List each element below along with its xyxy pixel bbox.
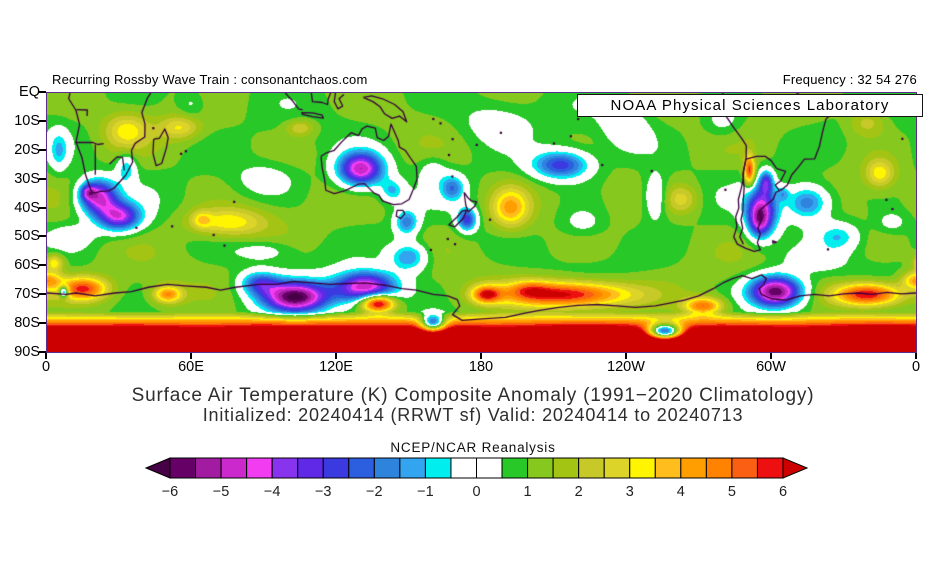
lon-tick [480, 353, 482, 359]
plot-subtitle: Initialized: 20240414 (RRWT sf) Valid: 2… [202, 405, 744, 425]
colorbar-cell [271, 457, 299, 479]
colorbar-cell [195, 457, 222, 479]
lon-tick [190, 353, 192, 359]
lat-tick [39, 119, 46, 122]
colorbar-tick-label: 5 [728, 484, 736, 500]
lat-tick [39, 264, 46, 267]
lat-tick-label: 70S [14, 286, 40, 303]
colorbar-tick-label: 2 [575, 484, 583, 500]
colorbar-arrow-right [782, 457, 809, 479]
lon-tick [915, 353, 917, 359]
lat-tick-label: 90S [14, 344, 40, 360]
lat-tick-label: 10S [14, 112, 40, 129]
colorbar-tick-label: −3 [315, 484, 332, 500]
colorbar-cell [731, 457, 758, 479]
colorbar-arrow-left [144, 457, 171, 479]
colorbar-cell [348, 457, 375, 479]
colorbar-cell [322, 457, 350, 479]
colorbar-cell [169, 457, 197, 479]
noaa-psl-label: NOAA Physical Sciences Laboratory [610, 97, 890, 114]
colorbar-cell [756, 457, 784, 479]
frequency-text: Frequency : 32 54 276 [782, 72, 917, 87]
colorbar-cell [501, 457, 529, 479]
colorbar-svg: −6 −5 −4 −3 −2 −1 0 1 2 3 4 5 6 [144, 457, 809, 500]
colorbar-cell [527, 457, 554, 479]
lon-tick [770, 353, 772, 359]
noaa-psl-watermark-box: NOAA Physical Sciences Laboratory [577, 94, 923, 117]
lon-tick [45, 353, 47, 359]
lat-tick [39, 293, 46, 296]
colorbar-cell [603, 457, 631, 479]
colorbar-cell [654, 457, 682, 479]
plot-title: Surface Air Temperature (K) Composite An… [131, 385, 815, 406]
lat-tick [39, 148, 46, 151]
colorbar-tick-label: 4 [677, 484, 685, 500]
lat-tick [39, 206, 46, 209]
colorbar: −6 −5 −4 −3 −2 −1 0 1 2 3 4 5 6 [140, 454, 830, 507]
lat-tick-label: 80S [14, 315, 40, 332]
lon-tick-label: 0 [41, 359, 51, 375]
lon-tick [625, 353, 627, 359]
colorbar-tick-label: 3 [626, 484, 634, 500]
lon-tick-label: 120W [607, 359, 645, 375]
lat-tick [39, 322, 46, 325]
colorbar-tick-label: 1 [524, 484, 532, 500]
anomaly-field-canvas [47, 93, 916, 352]
lat-tick-label: 50S [14, 228, 40, 245]
colorbar-cell [705, 457, 733, 479]
colorbar-source-label: NCEP/NCAR Reanalysis [390, 440, 556, 455]
lon-tick-label: 120E [319, 359, 353, 375]
lat-tick-label: 30S [14, 170, 40, 187]
lat-tick-label: 60S [14, 257, 40, 274]
lon-tick-label: 60W [756, 359, 786, 375]
lon-tick [335, 353, 337, 359]
colorbar-tick-label: −6 [162, 484, 179, 500]
colorbar-tick-label: 0 [472, 484, 480, 500]
lat-tick [39, 177, 46, 180]
colorbar-tick-label: −1 [417, 484, 434, 500]
credit-text: Recurring Rossby Wave Train : consonantc… [52, 72, 368, 87]
lat-tick [39, 91, 46, 93]
colorbar-cell [297, 457, 324, 479]
lon-tick-label: 180 [468, 359, 494, 375]
colorbar-tick-label: −5 [213, 484, 230, 500]
colorbar-cell [220, 457, 248, 479]
lat-tick-label: 20S [14, 141, 40, 158]
colorbar-cell [578, 457, 605, 479]
lat-tick-label: 40S [14, 199, 40, 216]
colorbar-cell [399, 457, 426, 479]
colorbar-cell [680, 457, 707, 479]
colorbar-cell [246, 457, 273, 479]
colorbar-tick-label: −2 [366, 484, 383, 500]
lon-tick-label: 60E [178, 359, 204, 375]
map-plot-area: NOAA Physical Sciences Laboratory [46, 92, 923, 353]
colorbar-cell [424, 457, 452, 479]
colorbar-cell [373, 457, 401, 479]
lat-tick [39, 235, 46, 238]
colorbar-cell [629, 457, 656, 479]
lat-tick [39, 351, 46, 353]
colorbar-tick-label: −4 [264, 484, 281, 500]
colorbar-cell [476, 457, 503, 479]
colorbar-tick-label: 6 [779, 484, 787, 500]
lat-tick-label: EQ [19, 84, 40, 100]
colorbar-cell [552, 457, 580, 479]
colorbar-cell [450, 457, 478, 479]
lon-tick-label: 0 [911, 359, 921, 375]
